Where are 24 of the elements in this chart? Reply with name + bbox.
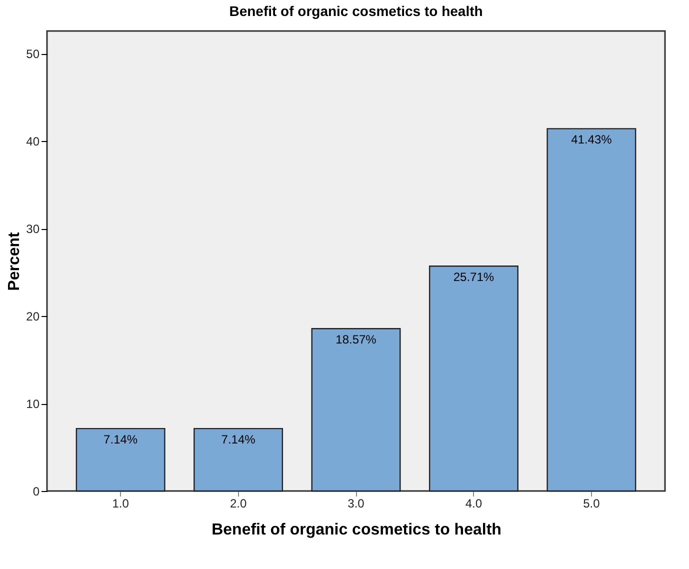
data-label: 25.71% — [453, 270, 494, 284]
x-tick-label: 3.0 — [348, 496, 365, 510]
chart-title: Benefit of organic cosmetics to health — [229, 3, 483, 19]
x-tick-label: 2.0 — [230, 496, 247, 510]
data-label: 7.14% — [104, 432, 138, 447]
y-tick-label: 40 — [26, 134, 40, 149]
bar — [311, 328, 401, 492]
data-label: 7.14% — [221, 432, 256, 447]
bar — [194, 428, 284, 492]
bar — [76, 428, 166, 492]
y-axis-title: Percent — [6, 231, 24, 291]
bar — [546, 128, 636, 492]
y-tick-label: 0 — [32, 484, 40, 498]
data-label: 41.43% — [571, 132, 612, 147]
bar — [428, 266, 518, 492]
y-tick-label: 20 — [26, 310, 40, 324]
x-axis-title: Benefit of organic cosmetics to health — [212, 522, 502, 538]
y-tick-label: 50 — [26, 47, 40, 62]
x-tick-label: 1.0 — [112, 496, 130, 510]
y-tick-label: 30 — [26, 222, 40, 236]
data-label: 18.57% — [336, 332, 377, 347]
x-tick-label: 5.0 — [583, 496, 600, 510]
y-tick-label: 10 — [26, 397, 40, 412]
x-tick-label: 4.0 — [465, 496, 482, 510]
